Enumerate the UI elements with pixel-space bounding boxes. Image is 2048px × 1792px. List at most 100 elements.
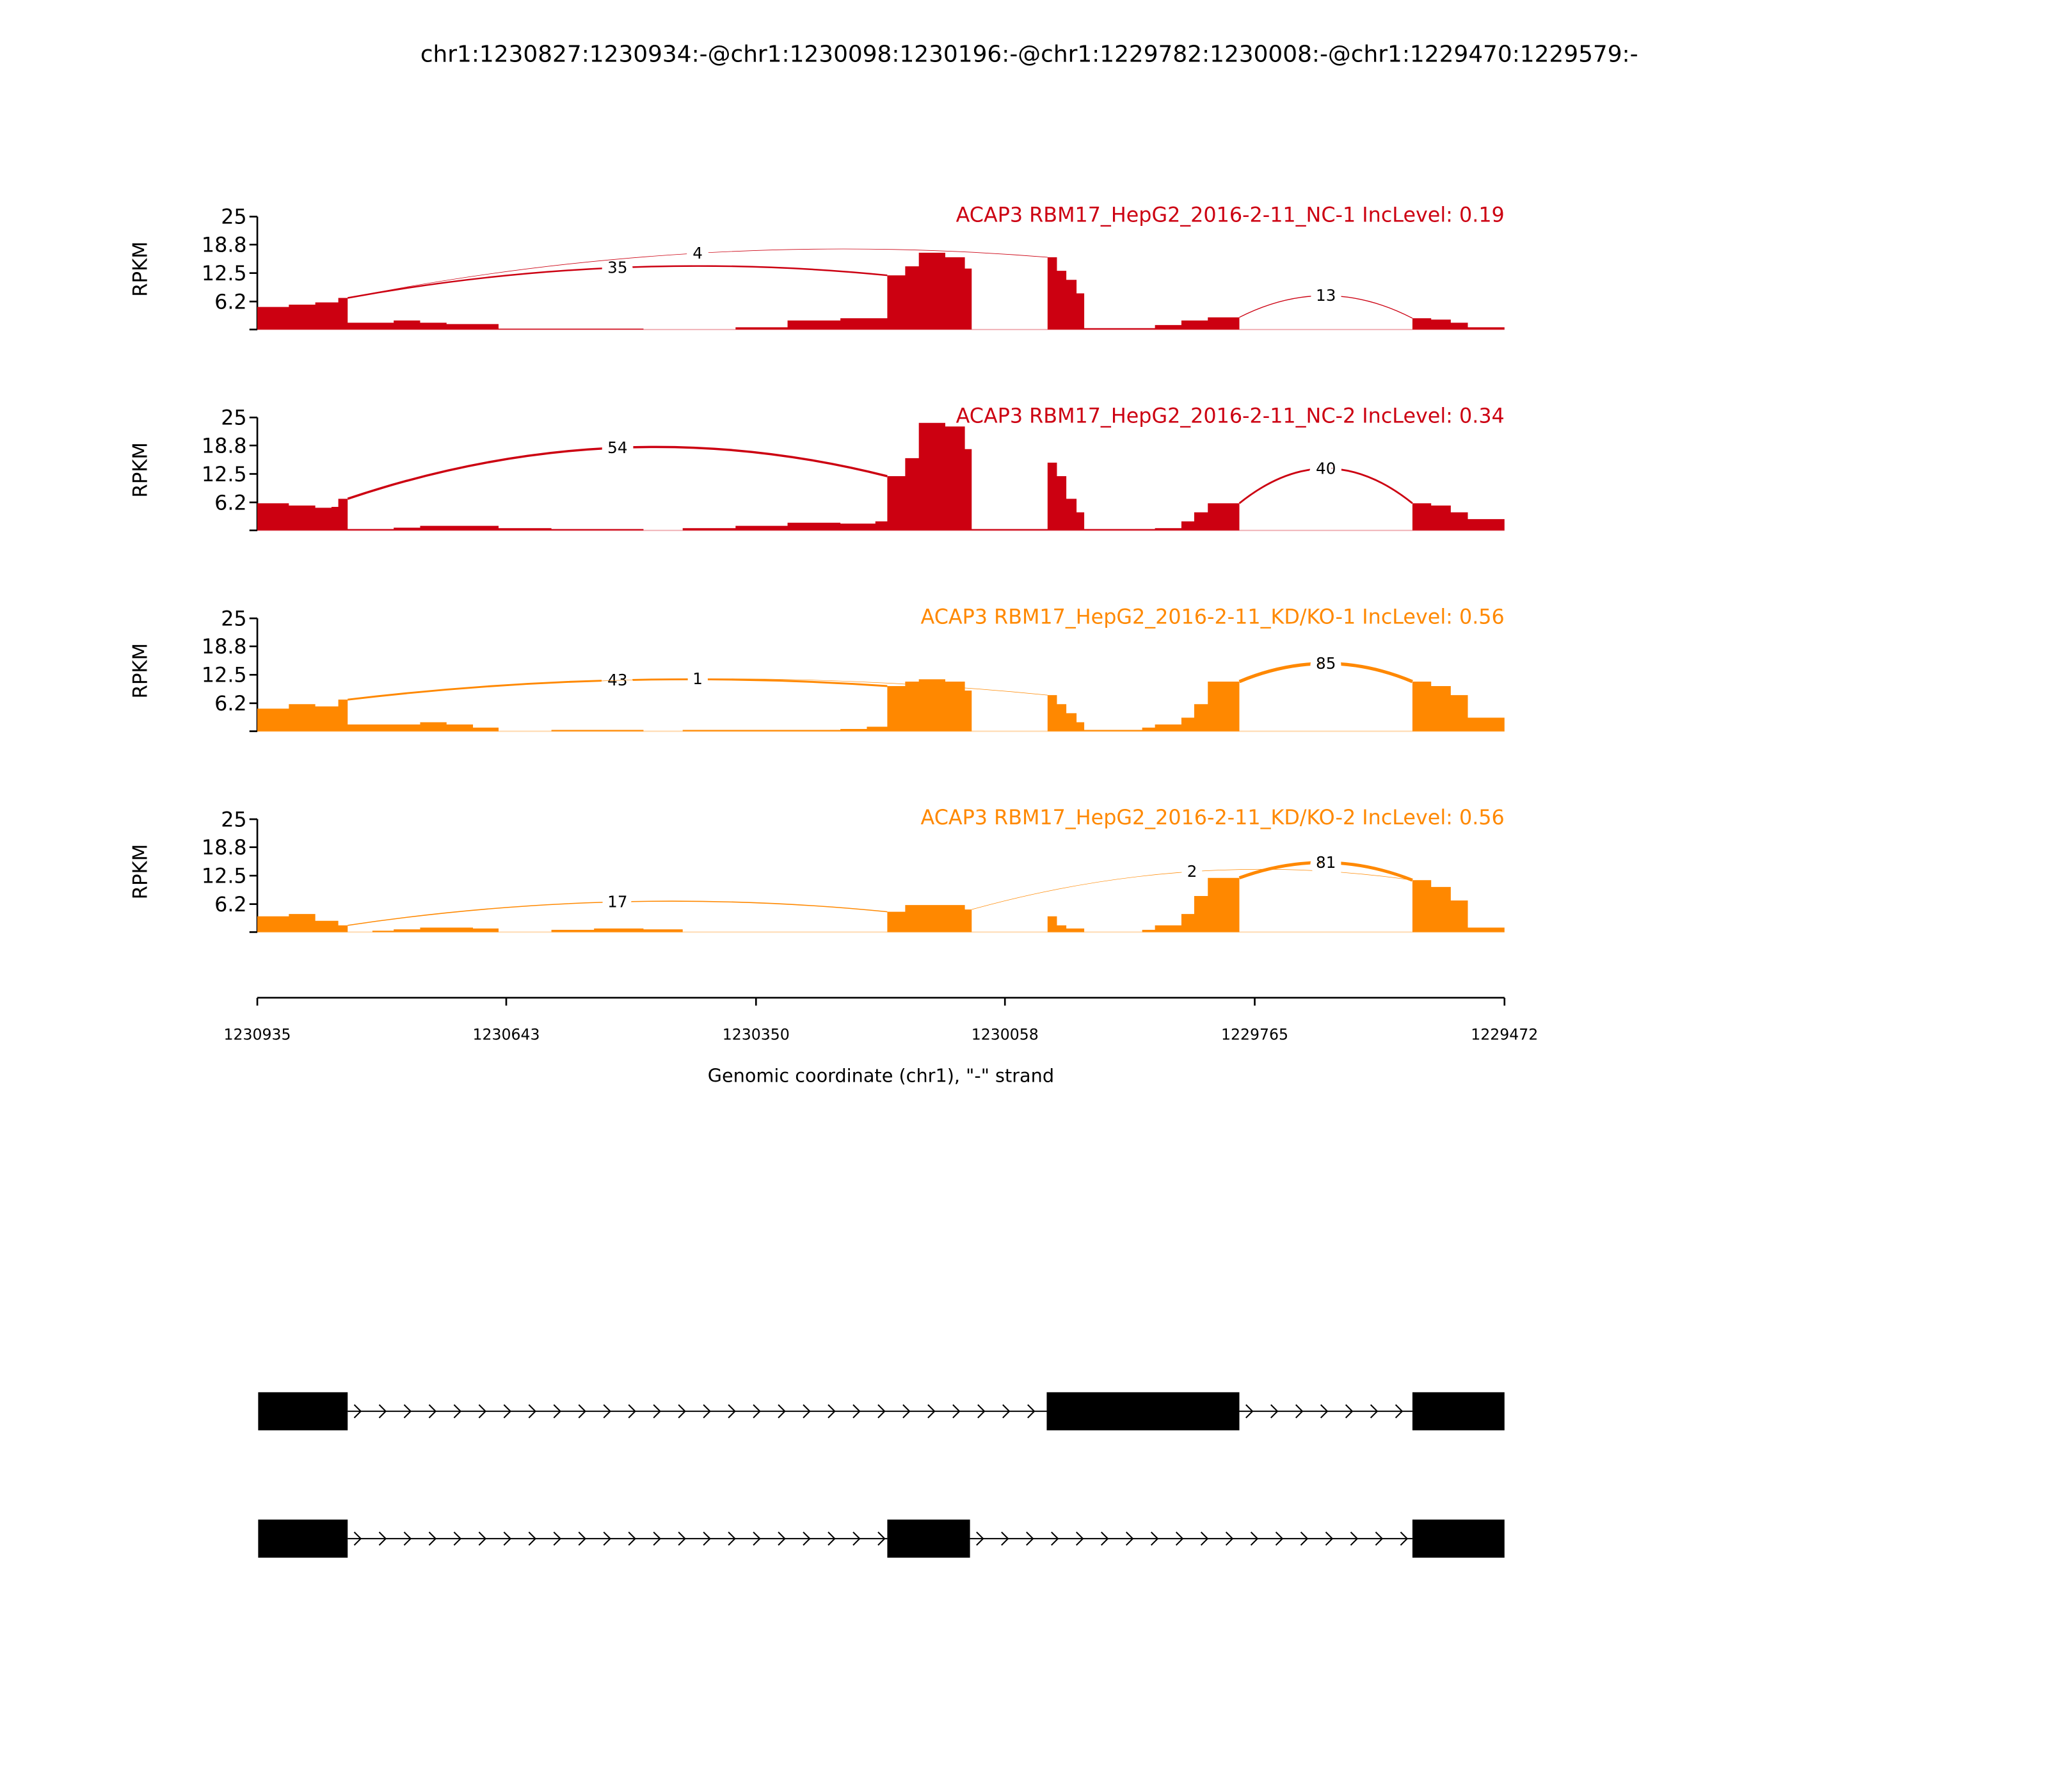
strand-arrow-icon (1175, 1532, 1184, 1546)
panel-title: ACAP3 RBM17_HepG2_2016-2-11_KD/KO-1 IncL… (921, 605, 1505, 628)
junction-arc (1238, 861, 1413, 882)
y-tick-label: 25 (221, 205, 246, 229)
strand-arrow-icon (1245, 1404, 1254, 1419)
strand-arrow-icon (778, 1532, 786, 1546)
y-axis-label: RPKM (129, 442, 152, 498)
strand-arrow-icon (703, 1404, 711, 1419)
strand-arrow-icon (578, 1532, 586, 1546)
y-tick-label: 25 (221, 808, 246, 831)
strand-arrow-icon (728, 1532, 736, 1546)
junction-arc (348, 900, 888, 926)
strand-arrow-icon (1295, 1404, 1304, 1419)
y-tick-label: 6.2 (214, 893, 247, 916)
strand-arrow-icon (976, 1532, 984, 1546)
y-tick-label: 6.2 (214, 692, 247, 716)
strand-arrow-icon (728, 1404, 736, 1419)
y-axis-label: RPKM (129, 241, 152, 297)
strand-arrow-icon (852, 1532, 861, 1546)
exon-block (1412, 1519, 1505, 1558)
strand-arrow-icon (1076, 1532, 1084, 1546)
y-tick-label: 18.8 (202, 434, 247, 458)
strand-arrow-icon (578, 1404, 586, 1419)
strand-arrow-icon (453, 1532, 462, 1546)
strand-arrow-icon (1375, 1532, 1384, 1546)
strand-arrow-icon (753, 1532, 761, 1546)
junction-count-label: 35 (607, 258, 627, 276)
strand-arrow-icon (1250, 1532, 1259, 1546)
transcript (258, 1392, 1505, 1430)
strand-arrow-icon (553, 1404, 562, 1419)
strand-arrow-icon (1300, 1532, 1309, 1546)
sample-panels: ACAP3 RBM17_HepG2_2016-2-11_NC-1 IncLeve… (129, 204, 1505, 933)
panel-title: ACAP3 RBM17_HepG2_2016-2-11_NC-2 IncLeve… (956, 404, 1505, 428)
strand-arrow-icon (503, 1532, 512, 1546)
exon-block (1412, 1392, 1505, 1430)
strand-arrow-icon (1275, 1532, 1284, 1546)
strand-arrow-icon (1200, 1532, 1209, 1546)
y-tick-label: 12.5 (202, 664, 247, 687)
x-tick-label: 1230058 (972, 1026, 1039, 1044)
junction-count-label: 4 (692, 244, 703, 262)
strand-arrow-icon (1002, 1404, 1011, 1419)
strand-arrow-icon (753, 1404, 761, 1419)
strand-arrow-icon (453, 1404, 462, 1419)
strand-arrow-icon (503, 1404, 512, 1419)
junction-arc (348, 265, 888, 299)
y-tick-label: 25 (221, 607, 246, 630)
junction-count-label: 40 (1316, 459, 1336, 477)
x-tick-label: 1229472 (1471, 1026, 1538, 1044)
strand-arrow-icon (828, 1404, 836, 1419)
x-axis-label: Genomic coordinate (chr1), "-" strand (708, 1064, 1054, 1086)
junction-arc (1238, 662, 1413, 684)
strand-arrow-icon (553, 1532, 562, 1546)
strand-arrow-icon (1320, 1404, 1329, 1419)
y-tick-label: 6.2 (214, 290, 247, 314)
coverage-area (257, 877, 1505, 932)
panel-title: ACAP3 RBM17_HepG2_2016-2-11_KD/KO-2 IncL… (921, 806, 1505, 829)
x-tick-label: 1230935 (224, 1026, 291, 1044)
coverage-area (257, 679, 1505, 732)
chart-title: chr1:1230827:1230934:-@chr1:1230098:1230… (420, 41, 1638, 67)
x-tick-label: 1230643 (472, 1026, 540, 1044)
junction-count-label: 13 (1316, 286, 1336, 305)
strand-arrow-icon (353, 1532, 362, 1546)
strand-arrow-icon (1150, 1532, 1159, 1546)
strand-arrow-icon (528, 1404, 537, 1419)
strand-arrow-icon (528, 1532, 537, 1546)
junction-arc (972, 868, 1412, 910)
junction-count-label: 1 (692, 669, 703, 688)
y-axis-label: RPKM (129, 844, 152, 900)
junction-arc (347, 445, 888, 500)
strand-arrow-icon (1345, 1404, 1354, 1419)
strand-arrow-icon (877, 1532, 886, 1546)
strand-arrow-icon (778, 1404, 786, 1419)
strand-arrow-icon (378, 1532, 387, 1546)
sample-panel: ACAP3 RBM17_HepG2_2016-2-11_NC-1 IncLeve… (129, 204, 1505, 331)
strand-arrow-icon (628, 1404, 636, 1419)
junction-arc (1239, 295, 1413, 319)
sample-panel: ACAP3 RBM17_HepG2_2016-2-11_KD/KO-2 IncL… (129, 806, 1505, 933)
strand-arrow-icon (628, 1532, 636, 1546)
strand-arrow-icon (1125, 1532, 1134, 1546)
strand-arrow-icon (703, 1532, 711, 1546)
strand-arrow-icon (803, 1532, 811, 1546)
junction-count-label: 81 (1316, 853, 1336, 872)
strand-arrow-icon (828, 1532, 836, 1546)
y-tick-label: 18.8 (202, 233, 247, 257)
exon-block (258, 1519, 348, 1558)
strand-arrow-icon (653, 1532, 661, 1546)
junction-arc (348, 248, 1048, 298)
strand-arrow-icon (603, 1404, 611, 1419)
strand-arrow-icon (1051, 1532, 1059, 1546)
transcript (258, 1519, 1505, 1558)
strand-arrow-icon (977, 1404, 986, 1419)
junction-arc (1238, 467, 1413, 504)
strand-arrow-icon (478, 1532, 487, 1546)
y-tick-label: 18.8 (202, 635, 247, 659)
strand-arrow-icon (1395, 1404, 1404, 1419)
exon-block (258, 1392, 348, 1430)
y-tick-label: 12.5 (202, 463, 247, 486)
strand-arrow-icon (1001, 1532, 1009, 1546)
strand-arrow-icon (877, 1404, 886, 1419)
